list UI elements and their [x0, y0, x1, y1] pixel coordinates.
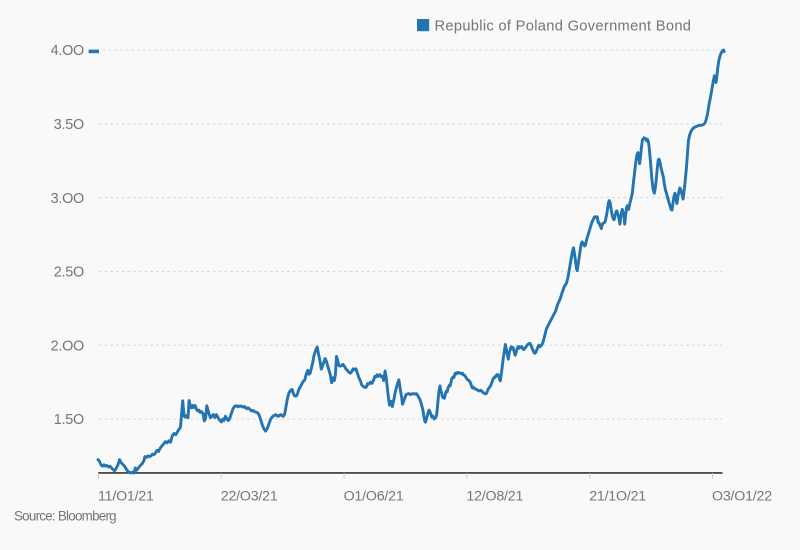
svg-text:O3/O1/22: O3/O1/22 [712, 489, 772, 505]
svg-text:21/1O/21: 21/1O/21 [589, 489, 646, 505]
svg-text:Source: Bloomberg: Source: Bloomberg [14, 509, 116, 524]
svg-text:4.OO: 4.OO [51, 43, 84, 59]
svg-text:11/O1/21: 11/O1/21 [98, 489, 154, 505]
svg-text:2.OO: 2.OO [51, 338, 84, 354]
svg-text:1.5O: 1.5O [54, 412, 84, 428]
svg-text:O1/O6/21: O1/O6/21 [344, 489, 404, 505]
svg-text:22/O3/21: 22/O3/21 [221, 489, 278, 505]
svg-text:12/O8/21: 12/O8/21 [466, 489, 523, 505]
svg-text:2.5O: 2.5O [54, 265, 84, 281]
svg-text:3.OO: 3.OO [51, 191, 84, 207]
svg-text:Republic of Poland Government: Republic of Poland Government Bond [435, 18, 692, 34]
svg-text:3.5O: 3.5O [54, 117, 84, 133]
